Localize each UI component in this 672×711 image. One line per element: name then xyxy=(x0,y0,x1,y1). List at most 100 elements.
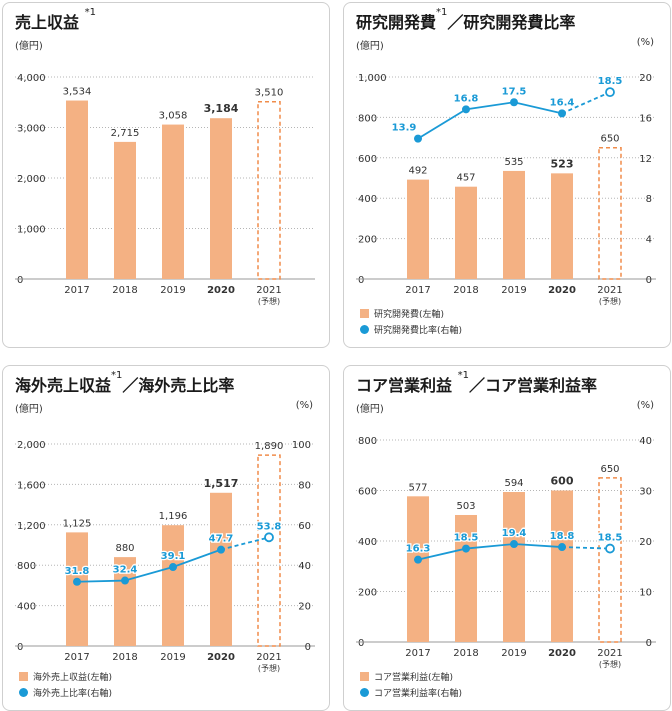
chart-legend: コア営業利益(左軸) コア営業利益率(右軸) xyxy=(360,668,462,700)
line-point xyxy=(462,105,470,114)
x-tick-label: 2018 xyxy=(112,285,137,296)
line-value-label: 16.3 xyxy=(406,544,431,555)
bar xyxy=(551,490,573,642)
y-tick-label: 600 xyxy=(358,487,377,498)
y-tick-label: 600 xyxy=(358,154,377,165)
x-tick-label: 2020 xyxy=(207,285,235,296)
x-tick-label: 2018 xyxy=(453,285,478,296)
y2-tick-label: 0 xyxy=(646,275,652,286)
legend-item-bar: コア営業利益(左軸) xyxy=(360,668,462,684)
x-tick-label: 2021 xyxy=(597,648,622,659)
bar-value-label: 600 xyxy=(551,475,574,488)
x-tick-label: 2019 xyxy=(160,285,185,296)
line-value-label: 13.9 xyxy=(392,123,417,134)
y-tick-label: 0 xyxy=(17,642,23,653)
x-tick-label: 2018 xyxy=(453,648,478,659)
core-op-chart: 0 200 400 600 800 0 10 20 30 40 577 503 594 600 650 201… xyxy=(356,436,656,669)
x-tick-label: 2021 xyxy=(256,652,281,663)
bar xyxy=(551,173,573,279)
left-axis-unit: (億円) xyxy=(15,404,43,415)
y-tick-label: 2,000 xyxy=(17,174,46,185)
line-point xyxy=(121,576,129,585)
bar-forecast xyxy=(598,146,622,280)
legend-item-line: 海外売上比率(右軸) xyxy=(19,684,112,700)
bar-value-label: 650 xyxy=(600,464,619,475)
x-tick-label: 2020 xyxy=(207,652,235,663)
forecast-label: (予想) xyxy=(258,663,280,673)
y2-tick-label: 20 xyxy=(639,73,652,84)
bar xyxy=(210,118,232,279)
line-series-forecast xyxy=(561,91,611,115)
forecast-label: (予想) xyxy=(258,296,280,306)
left-axis-unit: (億円) xyxy=(356,404,384,415)
line-value-label: 18.5 xyxy=(454,533,479,544)
bar-value-label: 1,196 xyxy=(159,511,188,522)
line-series xyxy=(417,543,563,561)
bar-value-label: 594 xyxy=(504,478,523,489)
bar xyxy=(162,124,184,279)
line-value-label: 53.8 xyxy=(257,521,282,532)
bar-value-label: 2,715 xyxy=(111,128,140,139)
y2-tick-label: 30 xyxy=(639,487,652,498)
x-tick-label: 2019 xyxy=(501,285,526,296)
line-point xyxy=(462,544,470,553)
line-point xyxy=(73,577,81,586)
y2-tick-label: 8 xyxy=(646,194,652,205)
rnd-chart: 0 200 400 600 800 1,000 0 4 8 12 16 20 492 457 535 523 6… xyxy=(356,73,656,306)
y2-tick-label: 12 xyxy=(639,154,652,165)
line-value-label: 18.8 xyxy=(550,531,575,542)
legend-swatch-bar xyxy=(360,308,369,318)
bar xyxy=(455,186,477,279)
legend-item-bar: 海外売上収益(左軸) xyxy=(19,668,112,684)
y-tick-label: 400 xyxy=(358,194,377,205)
bar xyxy=(114,141,136,279)
y-tick-label: 200 xyxy=(358,588,377,599)
legend-swatch-line xyxy=(360,687,369,697)
right-axis-unit: (%) xyxy=(636,37,654,48)
overseas-chart: 0 400 800 1,200 1,600 2,000 0 20 40 60 80 100 1,125 8… xyxy=(15,440,315,673)
line-point xyxy=(414,555,422,564)
bar-value-label: 503 xyxy=(456,501,475,512)
bar-forecast xyxy=(257,100,281,280)
y2-tick-label: 10 xyxy=(639,588,652,599)
line-point xyxy=(414,134,422,143)
left-axis-unit: (億円) xyxy=(356,41,384,52)
y2-tick-label: 100 xyxy=(292,440,311,451)
bar-value-label: 650 xyxy=(600,134,619,145)
line-series xyxy=(417,101,563,140)
line-value-label: 32.4 xyxy=(113,565,138,576)
bar-value-label: 1,517 xyxy=(204,477,239,490)
bar xyxy=(503,492,525,642)
bar-value-label: 492 xyxy=(408,166,427,177)
x-tick-label: 2020 xyxy=(548,285,576,296)
legend-item-line: 研究開発費比率(右軸) xyxy=(360,321,462,337)
y-tick-label: 0 xyxy=(358,275,364,286)
revenue-chart: 0 1,000 2,000 3,000 4,000 3,534 2,715 3,058 3,18… xyxy=(15,73,315,306)
line-series xyxy=(76,548,222,583)
bar-value-label: 457 xyxy=(456,173,475,184)
bar xyxy=(66,100,88,280)
x-tick-label: 2017 xyxy=(64,285,89,296)
bar xyxy=(455,514,477,642)
y-tick-label: 1,000 xyxy=(17,225,46,236)
legend-swatch-bar xyxy=(19,671,28,681)
y-tick-label: 3,000 xyxy=(17,124,46,135)
y2-tick-label: 80 xyxy=(298,480,311,491)
x-tick-label: 2019 xyxy=(160,652,185,663)
bar xyxy=(162,525,184,646)
x-tick-label: 2021 xyxy=(256,285,281,296)
chart-panel-revenue: 売上収益 *1 (億円) 0 1,000 2,000 3,000 4,000 3,534 2… xyxy=(2,2,330,348)
y-tick-label: 200 xyxy=(358,235,377,246)
legend-item-bar: 研究開発費(左軸) xyxy=(360,305,462,321)
y2-tick-label: 16 xyxy=(639,113,652,124)
chart-title: 研究開発費*1／研究開発費比率 xyxy=(356,7,576,32)
y2-tick-label: 40 xyxy=(298,561,311,572)
line-value-label: 39.1 xyxy=(161,551,186,562)
y-tick-label: 800 xyxy=(358,436,377,447)
y-tick-label: 2,000 xyxy=(17,440,46,451)
chart-panel-core-op: コア営業利益 *1／コア営業利益率 (億円) (%) 0 200 400 600 800… xyxy=(343,365,671,711)
y-tick-label: 0 xyxy=(358,638,364,649)
line-point xyxy=(510,540,518,549)
bar xyxy=(66,532,88,646)
x-tick-label: 2020 xyxy=(548,648,576,659)
